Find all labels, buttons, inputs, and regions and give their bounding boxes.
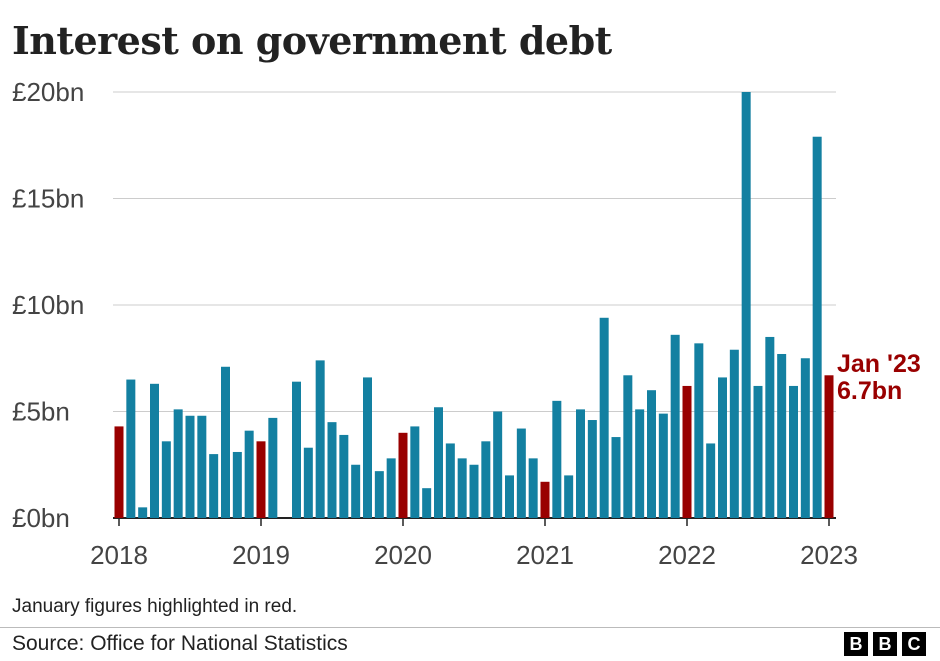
bar bbox=[516, 428, 526, 518]
bar bbox=[469, 464, 479, 518]
bar-january bbox=[114, 426, 124, 518]
logo-letter-b1: B bbox=[844, 632, 868, 656]
bar bbox=[812, 136, 822, 519]
bar bbox=[126, 379, 136, 518]
bar bbox=[777, 353, 787, 518]
bar bbox=[647, 390, 656, 518]
y-tick-label: £10bn bbox=[12, 290, 84, 320]
bar bbox=[386, 458, 396, 518]
y-tick-label: £5bn bbox=[12, 397, 70, 427]
bar bbox=[694, 343, 704, 518]
x-tick-label: 2018 bbox=[90, 540, 148, 570]
logo-letter-c: C bbox=[902, 632, 926, 656]
source-text: Source: Office for National Statistics bbox=[12, 632, 348, 655]
bar bbox=[576, 409, 585, 518]
bar-january bbox=[824, 375, 834, 518]
bar bbox=[564, 475, 574, 518]
bar bbox=[800, 358, 810, 518]
bar bbox=[197, 415, 207, 518]
bar bbox=[268, 417, 278, 518]
y-tick-label: £15bn bbox=[12, 184, 84, 214]
bar bbox=[161, 441, 171, 518]
bar bbox=[434, 407, 443, 518]
bar bbox=[221, 366, 230, 518]
bar bbox=[292, 381, 301, 518]
bar bbox=[457, 458, 467, 518]
bbc-logo: B B C bbox=[844, 632, 926, 656]
bar bbox=[150, 383, 159, 518]
bar bbox=[422, 488, 432, 518]
bar bbox=[481, 441, 491, 518]
bar bbox=[718, 377, 727, 518]
annotation-value: 6.7bn bbox=[837, 377, 902, 405]
bar bbox=[753, 385, 763, 518]
x-tick-label: 2019 bbox=[232, 540, 290, 570]
bar bbox=[670, 334, 680, 518]
bar bbox=[658, 413, 668, 518]
bar bbox=[505, 475, 514, 518]
bar bbox=[209, 454, 219, 518]
bar bbox=[706, 443, 716, 518]
bar bbox=[410, 426, 420, 518]
bar bbox=[244, 430, 254, 518]
bar bbox=[173, 409, 183, 518]
chart-svg: £0bn £5bn £10bn £15bn £20bn 2018 2019 2020 2021… bbox=[12, 77, 921, 570]
bar bbox=[327, 422, 337, 518]
x-tick-label: 2021 bbox=[516, 540, 574, 570]
chart-title: Interest on government debt bbox=[12, 18, 612, 63]
chart-note: January figures highlighted in red. bbox=[12, 596, 298, 617]
x-tick-label: 2023 bbox=[800, 540, 858, 570]
bar-january bbox=[540, 481, 550, 518]
footer-divider bbox=[0, 627, 940, 628]
bar-january bbox=[398, 432, 408, 518]
x-tick-label: 2022 bbox=[658, 540, 716, 570]
annotation-label: Jan '23 bbox=[837, 350, 921, 378]
bar bbox=[445, 443, 455, 518]
bar-january bbox=[256, 441, 266, 518]
bar bbox=[303, 447, 313, 518]
bar bbox=[232, 451, 242, 518]
bar bbox=[528, 458, 538, 518]
bar-january bbox=[682, 385, 692, 518]
bar bbox=[351, 464, 361, 518]
bar bbox=[789, 385, 798, 518]
bar bbox=[587, 420, 597, 518]
bar bbox=[623, 375, 633, 518]
bar bbox=[729, 349, 739, 518]
bar bbox=[493, 411, 503, 518]
bar bbox=[741, 92, 751, 518]
x-tick-label: 2020 bbox=[374, 540, 432, 570]
bar bbox=[599, 317, 609, 518]
bar bbox=[315, 360, 325, 518]
bar bbox=[363, 377, 372, 518]
bar bbox=[374, 471, 384, 518]
y-tick-label: £20bn bbox=[12, 77, 84, 107]
bar bbox=[185, 415, 195, 518]
bar bbox=[635, 409, 645, 518]
bar bbox=[552, 400, 562, 518]
bar bbox=[765, 336, 775, 518]
bar bbox=[339, 434, 349, 518]
bar bbox=[138, 507, 148, 518]
y-tick-label: £0bn bbox=[12, 503, 70, 533]
bar bbox=[611, 437, 621, 518]
logo-letter-b2: B bbox=[873, 632, 897, 656]
